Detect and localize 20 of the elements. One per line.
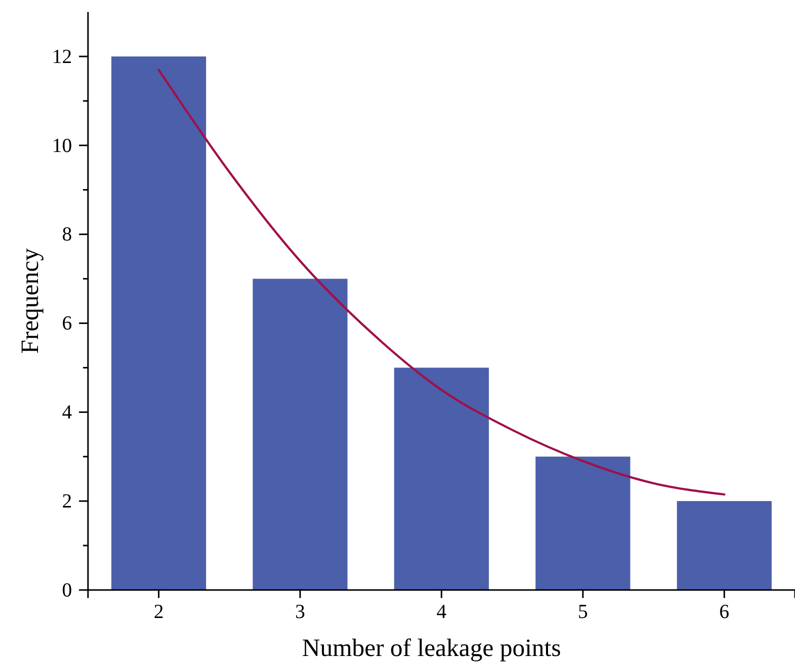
x-axis-title: Number of leakage points — [302, 635, 561, 662]
y-tick-label: 6 — [62, 312, 72, 335]
y-tick-label: 4 — [62, 402, 72, 424]
bar — [394, 368, 489, 590]
y-tick-label: 0 — [62, 579, 72, 602]
y-axis-title: Frequency — [17, 248, 44, 354]
x-tick-label: 4 — [436, 601, 446, 624]
bar — [536, 456, 630, 590]
line-series — [158, 68, 726, 496]
x-tick-label: 6 — [719, 601, 730, 624]
y-tick-label: 2 — [62, 490, 72, 512]
bar — [676, 501, 772, 590]
x-tick-label: 3 — [295, 601, 306, 624]
y-tick-label: 12 — [52, 46, 72, 68]
bar — [252, 278, 348, 590]
x-tick-label: 5 — [578, 601, 588, 624]
x-tick-label: 2 — [154, 601, 164, 624]
y-tick-label: 8 — [62, 224, 72, 246]
y-tick-label: 10 — [52, 134, 72, 157]
bar — [111, 56, 206, 590]
